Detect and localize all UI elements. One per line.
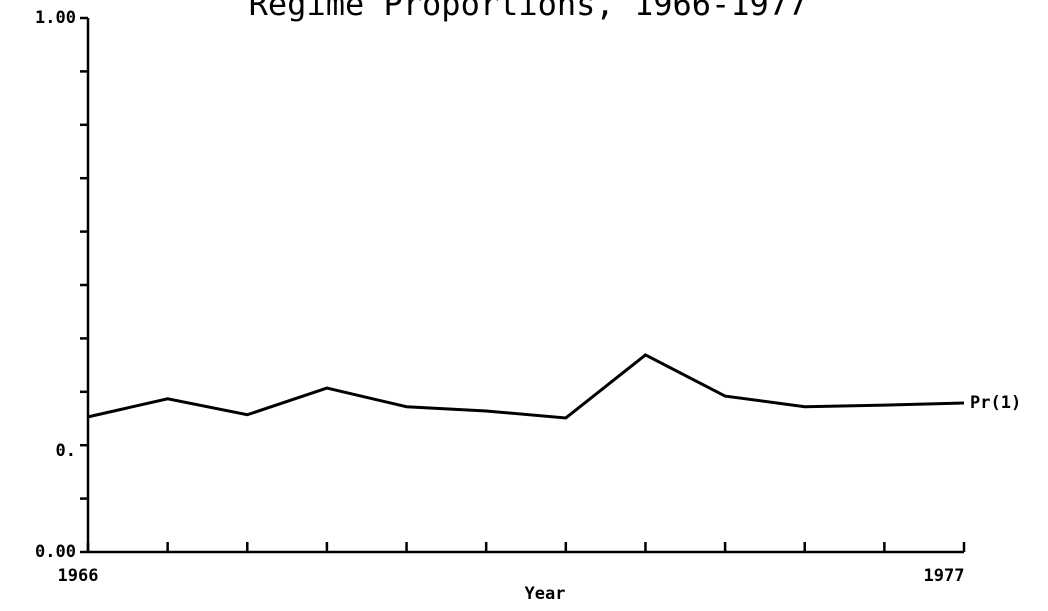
y-tick-label: 0. (56, 441, 76, 461)
y-tick-label: 1.00 (35, 8, 76, 28)
chart-title: Regime Proportions, 1966-1977 (249, 0, 808, 23)
x-tick-label: 1966 (58, 566, 99, 586)
y-tick-label: 0.00 (35, 542, 76, 562)
x-axis-label: Year (525, 584, 566, 604)
series-line (87, 353, 965, 420)
series-label: Pr(1) (970, 393, 1021, 413)
x-tick-label: 1977 (924, 566, 965, 586)
